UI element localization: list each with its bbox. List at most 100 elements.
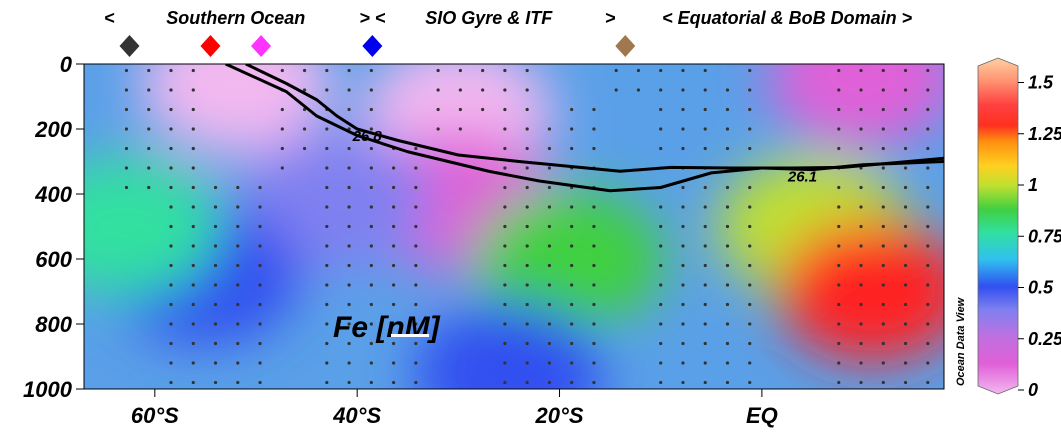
sample-dot [837,244,841,248]
sample-dot [525,205,529,209]
isopycnal-line [225,64,944,193]
sample-dot [592,341,596,346]
sample-dot [748,68,752,73]
sample-dot [325,127,329,131]
sample-dot [703,283,707,287]
isopycnal-label: 26.8 [352,128,383,145]
sample-dot [503,302,507,307]
domain-label: < [104,8,115,28]
sample-dot [191,224,195,229]
colorbar-tick-label: 1 [1028,175,1038,195]
sample-dot [347,322,351,326]
sample-dot [681,322,685,326]
sample-dots [124,68,930,385]
sample-dot [592,127,596,131]
sample-dot [725,244,730,248]
sample-dot [169,146,173,151]
sample-dot [191,146,195,151]
sample-dot [725,302,730,307]
sample-dot [725,224,730,229]
sample-dot [169,88,173,92]
sample-dot [369,88,373,92]
sample-dot [547,166,552,170]
sample-dot [347,166,351,170]
sample-dot [659,88,663,92]
sample-dot [659,263,663,268]
sample-dot [503,244,507,248]
sample-dot [369,380,373,385]
sample-dot [725,205,730,209]
isopycnals [225,64,944,193]
sample-dot [392,205,396,209]
sample-dot [592,244,596,248]
sample-dot [503,127,507,131]
sample-dot [280,68,284,73]
sample-dot [881,283,885,287]
sample-dot [659,107,663,112]
sample-dot [191,244,195,248]
sample-dot [213,205,218,209]
sample-dot [703,107,707,112]
sample-dot [681,283,685,287]
y-tick-label: 200 [34,117,72,142]
sample-dot [859,322,863,326]
sample-dot [147,166,151,170]
sample-dot [191,166,195,170]
sample-dot [369,283,373,287]
sample-dot [302,68,307,73]
sample-dot [859,127,863,131]
sample-dot [369,361,373,365]
colorbar-tick-label: 0.5 [1028,278,1054,298]
sample-dot [703,88,707,92]
colorbar: 1.5 1.25 1 0.75 0.5 0.25 0 Ocean Data View [955,57,1061,400]
sample-dot [147,127,151,131]
station-marker [362,35,383,57]
y-tick-label: 800 [35,312,72,337]
sample-dot [837,224,841,229]
sample-dot [837,302,841,307]
sample-dot [703,361,707,365]
sample-dot [592,361,596,365]
sample-dot [703,380,707,385]
sample-dot [659,68,663,73]
sample-dot [236,341,240,346]
sample-dot [748,380,752,385]
sample-dot [837,107,841,112]
sample-dot [725,127,730,131]
x-tick-label: EQ [746,403,778,428]
sample-dot [414,302,418,307]
sample-dot [725,185,730,190]
sample-dot [748,361,752,365]
sample-dot [681,263,685,268]
sample-dot [392,380,396,385]
sample-dot [570,361,574,365]
x-tick-label: 60°S [131,403,179,428]
sample-dot [570,224,574,229]
sample-dot [681,68,685,73]
sample-dot [659,205,663,209]
sample-dot [703,127,707,131]
sample-dot [347,244,351,248]
sample-dot [659,127,663,131]
sample-dot [859,341,863,346]
sample-dot [681,361,685,365]
sample-dot [124,88,129,92]
sample-dot [369,127,373,131]
sample-dot [392,283,396,287]
sample-dot [191,68,195,73]
sample-dot [124,146,129,151]
sample-dot [903,146,908,151]
sample-dot [236,283,240,287]
sample-dot [570,127,574,131]
sample-dot [436,88,440,92]
sample-dot [547,263,552,268]
sample-dot [926,224,930,229]
variable-label: Fe [nM] [333,311,441,344]
sample-dot [258,302,262,307]
sample-dot [926,107,930,112]
sample-dot [124,166,129,170]
sample-dot [859,380,863,385]
sample-dot [236,302,240,307]
sample-dot [525,185,529,190]
sample-dot [748,127,752,131]
